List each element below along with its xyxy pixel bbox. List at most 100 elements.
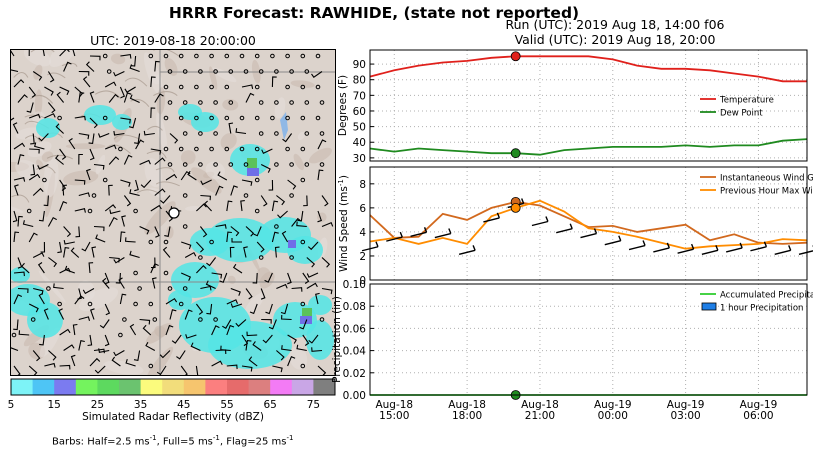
wind-barb	[78, 192, 91, 197]
wind-barb	[28, 232, 38, 243]
series-line-previous-hour-max-wind	[369, 199, 808, 250]
calm-circle	[315, 53, 321, 59]
wind-barb	[386, 231, 403, 242]
wind-barb	[154, 226, 160, 238]
wind-barb	[199, 226, 208, 238]
wind-barb	[75, 226, 81, 238]
unit-exp: -1	[212, 434, 220, 442]
wind-barb	[750, 241, 768, 252]
wind-barb	[74, 179, 86, 185]
calm-circle	[198, 100, 203, 105]
wind-barb	[281, 314, 292, 321]
calm-circle	[319, 100, 325, 105]
wind-barb	[104, 272, 110, 285]
wind-barb	[28, 303, 39, 313]
wind-barb	[229, 246, 235, 258]
calm-circle	[182, 193, 188, 198]
wind-barb	[321, 287, 333, 295]
wind-barb	[143, 130, 155, 136]
wind-barb	[321, 221, 334, 228]
wind-barb	[241, 84, 254, 90]
calm-circle	[163, 239, 169, 245]
calm-circle	[319, 317, 325, 322]
wind-barb	[11, 347, 19, 352]
terrain-patch	[290, 80, 315, 88]
wind-barb	[220, 345, 231, 352]
map-frame	[10, 49, 336, 376]
wind-barb	[125, 237, 136, 243]
wind-barb	[249, 303, 258, 315]
y-axis-unit-exp: -1	[337, 179, 345, 186]
wind-barb	[211, 360, 223, 367]
calm-circle	[254, 146, 260, 152]
radar-core	[300, 316, 312, 324]
wind-barb	[104, 204, 117, 212]
wind-barb	[120, 179, 131, 187]
calm-circle	[274, 131, 279, 136]
wind-barb	[245, 288, 253, 300]
calm-circle	[198, 255, 203, 260]
wind-barb	[82, 76, 91, 88]
wind-barb	[21, 262, 30, 274]
calm-circle	[137, 286, 142, 291]
wind-barb	[57, 241, 62, 254]
wind-barb	[156, 365, 167, 375]
calm-circle	[30, 317, 36, 322]
wind-barb	[47, 71, 55, 83]
wind-barb	[315, 292, 320, 305]
ridge-line	[147, 125, 163, 131]
wind-barb	[88, 133, 95, 145]
wind-barb	[253, 226, 262, 237]
wind-barb	[159, 350, 171, 359]
wind-barb	[230, 185, 238, 196]
calm-circle	[148, 239, 154, 245]
wind-barb	[556, 223, 573, 234]
wind-barb	[260, 288, 266, 300]
calm-circle	[304, 100, 310, 105]
wind-barb	[89, 117, 98, 129]
calm-circle	[228, 69, 234, 74]
wind-barb	[53, 283, 64, 290]
calm-circle	[152, 317, 158, 322]
wind-barb	[307, 241, 319, 251]
ridge-line	[106, 144, 131, 154]
wind-barb	[302, 334, 310, 346]
colorbar-tick-label: 65	[264, 399, 277, 411]
wind-barb	[162, 246, 171, 258]
wind-barb	[11, 50, 15, 57]
unit-exp: -1	[149, 434, 157, 442]
wind-barb	[74, 115, 86, 121]
wind-barb	[281, 345, 292, 352]
wind-barb	[59, 148, 67, 160]
colorbar-tick-label: 75	[307, 399, 320, 411]
terrain-patch	[143, 52, 164, 97]
wind-barb	[78, 340, 85, 351]
calm-circle	[163, 53, 169, 59]
wind-barb	[268, 319, 277, 330]
colorbar-swatch	[205, 379, 228, 395]
wind-barb	[139, 159, 151, 166]
wind-barb	[230, 303, 243, 308]
calm-circle	[163, 115, 169, 121]
wind-barb	[130, 55, 137, 67]
wind-barb	[206, 257, 217, 267]
calm-circle	[239, 146, 245, 152]
wind-barb	[104, 303, 111, 316]
wind-barb	[32, 350, 41, 362]
ridge-line	[24, 114, 47, 119]
y-tick-label: 2	[359, 251, 366, 263]
wind-barb	[109, 209, 121, 215]
colorbar-swatch	[227, 379, 250, 395]
ridge-line	[155, 167, 175, 173]
wind-barb	[124, 86, 136, 93]
wind-barb	[160, 195, 171, 204]
current-temp-marker	[510, 51, 521, 62]
wind-barb	[311, 71, 323, 78]
wind-barb	[483, 212, 501, 223]
calm-circle	[289, 162, 294, 167]
calm-circle	[319, 131, 325, 136]
state-borders	[11, 50, 335, 375]
calm-circle	[209, 146, 214, 152]
wind-barb	[434, 228, 452, 239]
